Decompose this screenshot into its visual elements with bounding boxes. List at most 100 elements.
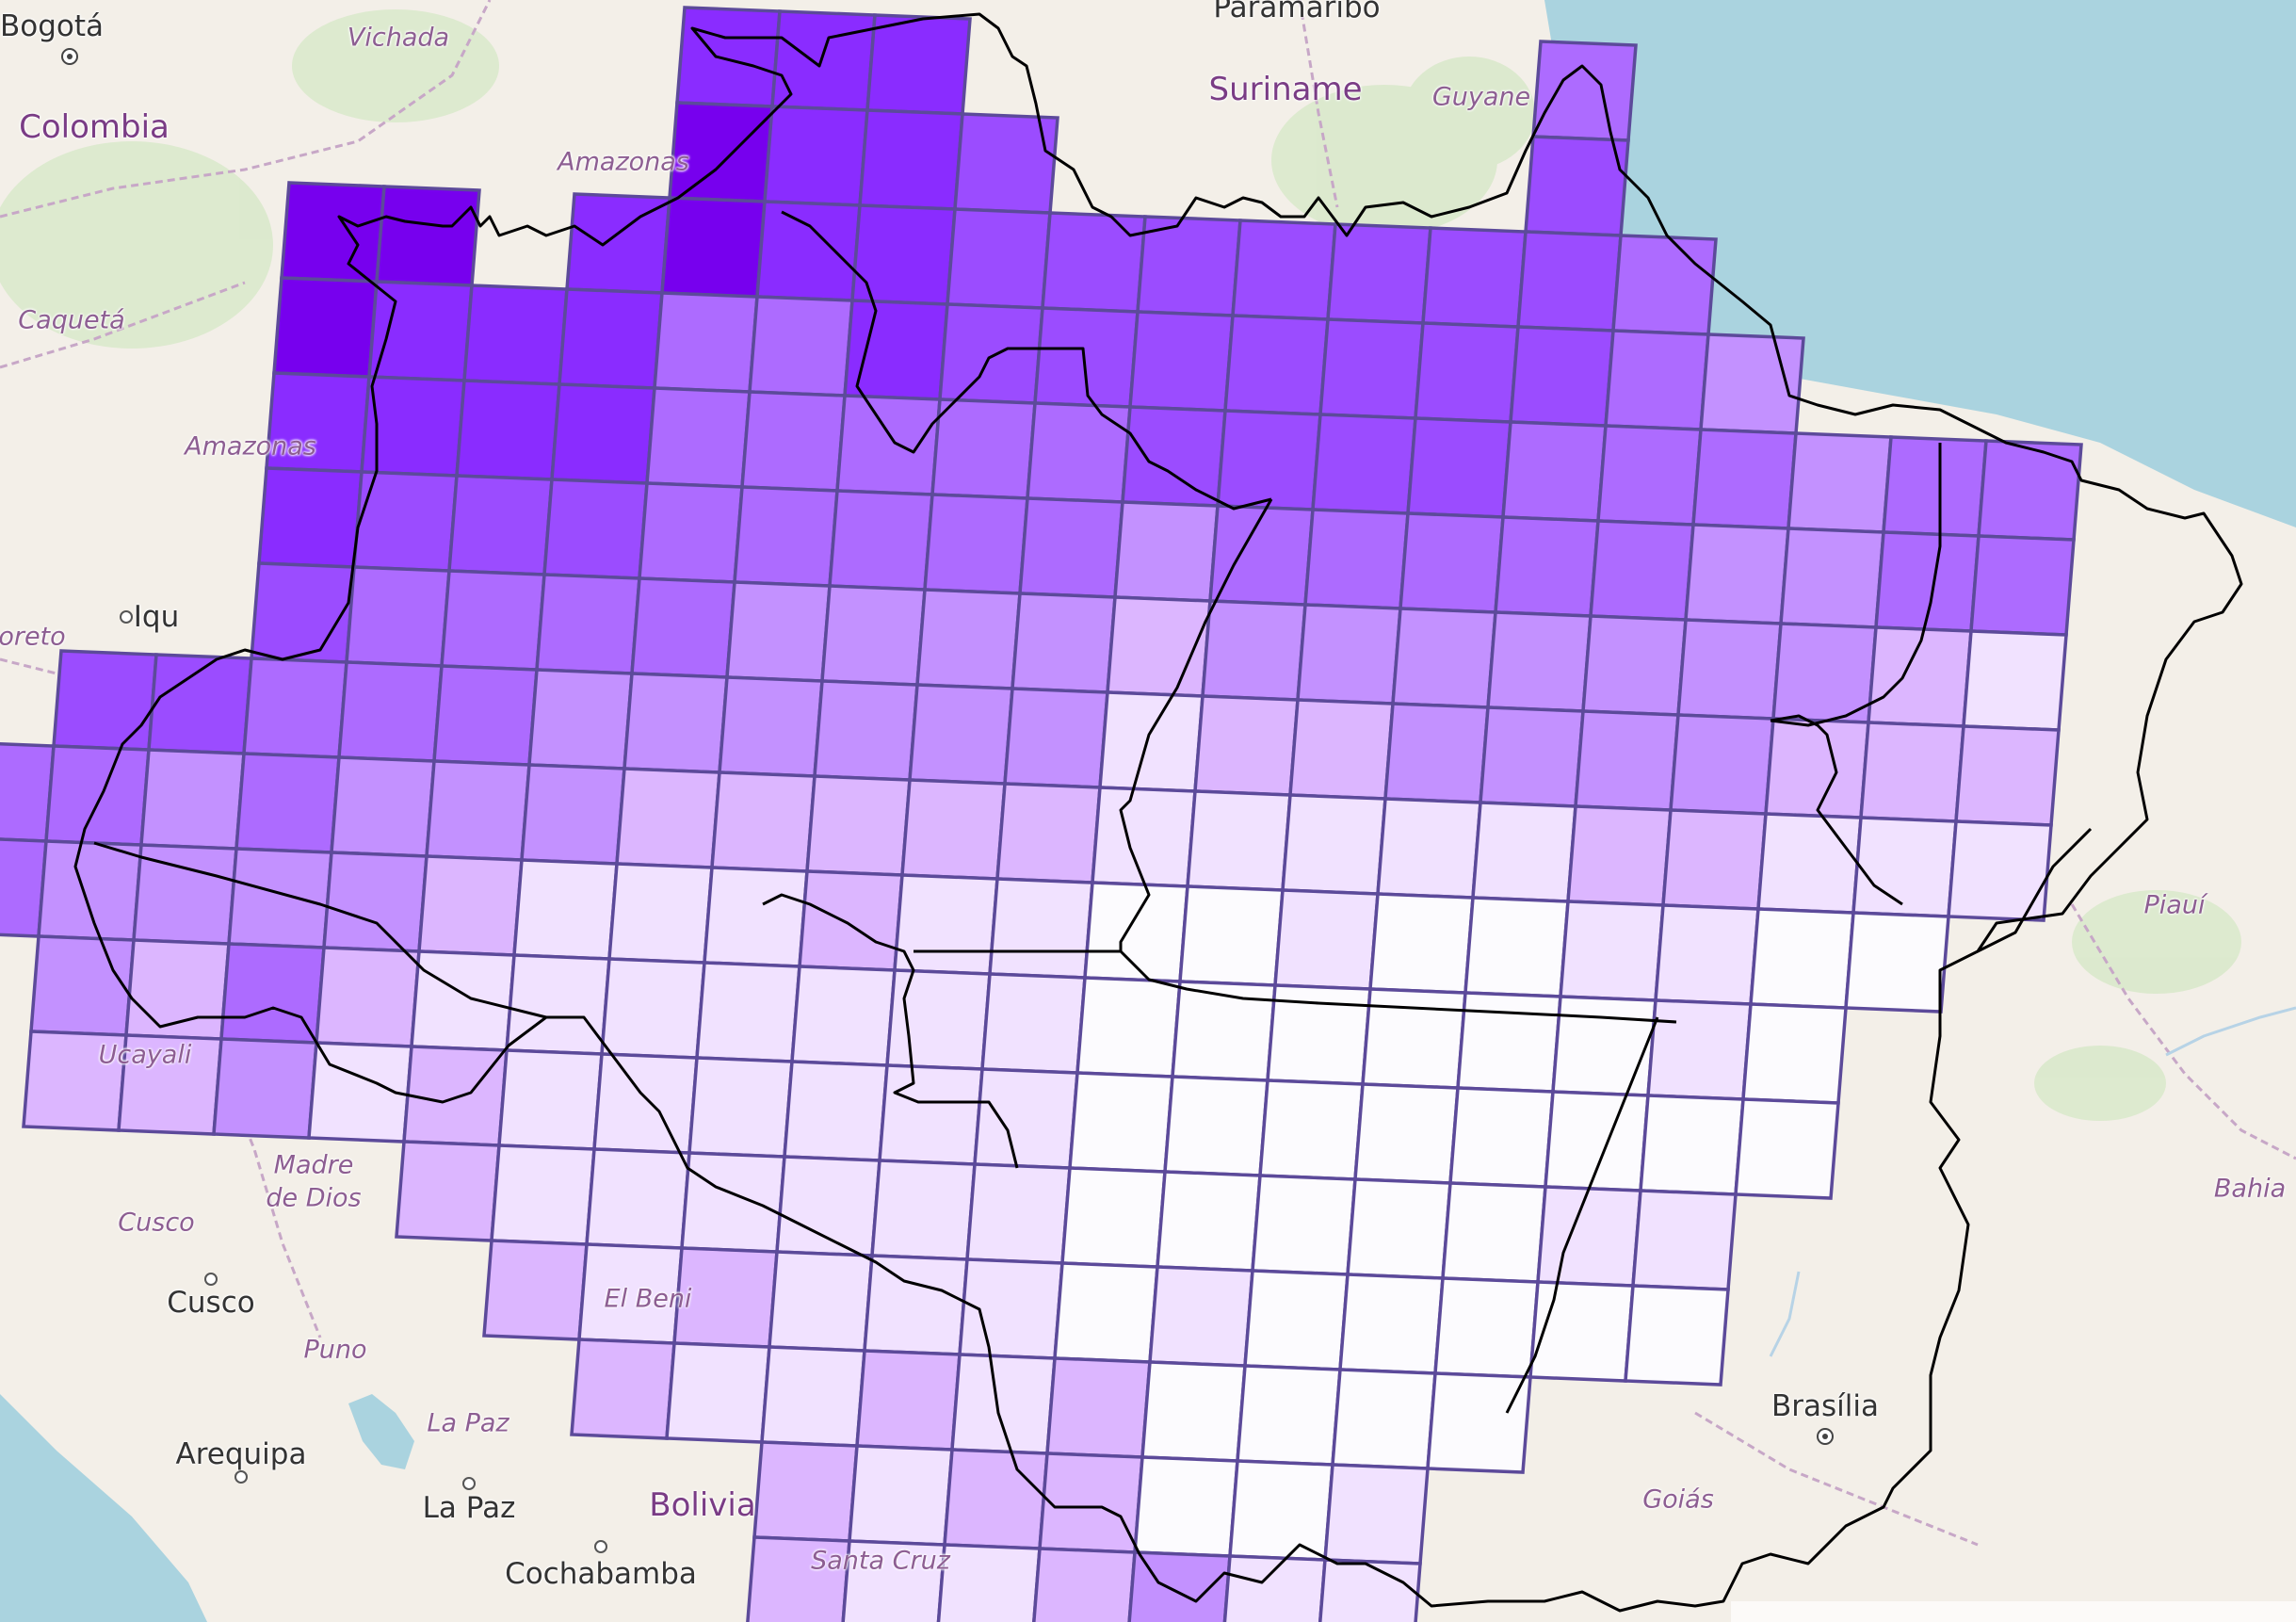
grid-cell-r0-c7[interactable] bbox=[675, 6, 782, 108]
grid-cell-r14-c16[interactable] bbox=[1426, 1371, 1532, 1474]
grid-cell-r8-c12[interactable] bbox=[1091, 786, 1197, 888]
grid-cell-r4-c12[interactable] bbox=[1121, 405, 1227, 508]
grid-cell-r3-c10[interactable] bbox=[938, 302, 1044, 405]
grid-cell-r3-c5[interactable] bbox=[462, 284, 569, 386]
grid-cell-r9-c9[interactable] bbox=[798, 869, 904, 972]
grid-cell-r9-c11[interactable] bbox=[988, 877, 1094, 980]
grid-cell-r2-c7[interactable] bbox=[660, 196, 767, 299]
grid-cell-r15-c10[interactable] bbox=[848, 1444, 954, 1547]
grid-cell-r13-c9[interactable] bbox=[768, 1250, 874, 1353]
grid-cell-r11-c3[interactable] bbox=[212, 1037, 318, 1140]
grid-cell-r10-c1[interactable] bbox=[29, 934, 136, 1037]
grid-cell-r7-c12[interactable] bbox=[1098, 690, 1205, 793]
grid-cell-r10-c8[interactable] bbox=[695, 961, 801, 1063]
grid-cell-r8-c11[interactable] bbox=[995, 782, 1102, 884]
grid-cell-r6-c4[interactable] bbox=[345, 565, 451, 668]
grid-cell-r4-c18[interactable] bbox=[1691, 428, 1798, 530]
grid-cell-r8-c9[interactable] bbox=[805, 774, 912, 877]
grid-cell-r14-c15[interactable] bbox=[1331, 1368, 1437, 1470]
grid-cell-r7-c21[interactable] bbox=[1954, 724, 2061, 827]
grid-cell-r10-c7[interactable] bbox=[600, 957, 706, 1060]
grid-cell-r2-c11[interactable] bbox=[1041, 211, 1147, 314]
grid-cell-r7-c9[interactable] bbox=[813, 679, 919, 782]
grid-cell-r5-c15[interactable] bbox=[1399, 511, 1505, 614]
grid-cell-r11-c12[interactable] bbox=[1068, 1071, 1174, 1174]
grid-cell-r9-c8[interactable] bbox=[703, 866, 809, 968]
grid-cell-r16-c13[interactable] bbox=[1127, 1550, 1232, 1622]
grid-cell-r3-c14[interactable] bbox=[1318, 317, 1425, 420]
grid-cell-r9-c7[interactable] bbox=[607, 862, 714, 965]
grid-cell-r4-c8[interactable] bbox=[740, 390, 847, 493]
grid-cell-r11-c16[interactable] bbox=[1448, 1086, 1555, 1189]
grid-cell-r2-c3[interactable] bbox=[280, 181, 386, 284]
grid-cell-r9-c5[interactable] bbox=[417, 854, 524, 957]
grid-cell-r14-c11[interactable] bbox=[950, 1353, 1057, 1455]
grid-cell-r4-c19[interactable] bbox=[1787, 431, 1893, 534]
grid-cell-r8-c3[interactable] bbox=[234, 752, 341, 854]
grid-cell-r12-c17[interactable] bbox=[1536, 1185, 1642, 1288]
grid-cell-r14-c8[interactable] bbox=[665, 1341, 771, 1444]
grid-cell-r3-c17[interactable] bbox=[1604, 329, 1710, 431]
grid-cell-r13-c14[interactable] bbox=[1243, 1269, 1350, 1371]
grid-cell-r15-c13[interactable] bbox=[1133, 1455, 1239, 1558]
grid-cell-r3-c7[interactable] bbox=[653, 291, 759, 394]
grid-cell-r13-c11[interactable] bbox=[958, 1257, 1064, 1360]
grid-cell-r5-c19[interactable] bbox=[1779, 527, 1885, 629]
grid-cell-r8-c21[interactable] bbox=[1947, 819, 2053, 922]
grid-cell-r5-c5[interactable] bbox=[447, 474, 554, 576]
grid-cell-r8-c1[interactable] bbox=[44, 744, 151, 847]
grid-cell-r15-c11[interactable] bbox=[943, 1448, 1049, 1550]
grid-cell-r9-c17[interactable] bbox=[1559, 900, 1665, 1002]
grid-cell-r3-c18[interactable] bbox=[1699, 333, 1805, 435]
grid-cell-r2-c4[interactable] bbox=[375, 185, 481, 287]
grid-cell-r8-c0[interactable] bbox=[0, 741, 56, 843]
grid-cell-r4-c10[interactable] bbox=[930, 397, 1037, 500]
grid-cell-r4-c14[interactable] bbox=[1311, 413, 1417, 515]
grid-cell-r15-c14[interactable] bbox=[1228, 1459, 1334, 1562]
grid-cell-r12-c11[interactable] bbox=[965, 1162, 1072, 1265]
grid-cell-r3-c3[interactable] bbox=[272, 276, 379, 379]
grid-cell-r12-c16[interactable] bbox=[1441, 1181, 1547, 1284]
grid-cell-r10-c4[interactable] bbox=[315, 946, 421, 1048]
grid-cell-r10-c17[interactable] bbox=[1551, 995, 1657, 1097]
grid-cell-r7-c1[interactable] bbox=[52, 649, 158, 752]
grid-cell-r3-c12[interactable] bbox=[1128, 310, 1235, 413]
grid-cell-r10-c6[interactable] bbox=[505, 953, 611, 1056]
grid-cell-r4-c13[interactable] bbox=[1216, 409, 1322, 511]
grid-cell-r13-c16[interactable] bbox=[1433, 1276, 1540, 1379]
grid-cell-r14-c10[interactable] bbox=[855, 1349, 962, 1452]
grid-cell-r7-c6[interactable] bbox=[527, 668, 634, 770]
grid-cell-r11-c11[interactable] bbox=[973, 1067, 1079, 1170]
grid-cell-r12-c6[interactable] bbox=[490, 1144, 596, 1246]
grid-cell-r11-c18[interactable] bbox=[1639, 1094, 1745, 1196]
grid-cell-r6-c10[interactable] bbox=[915, 588, 1022, 690]
grid-cell-r7-c13[interactable] bbox=[1193, 694, 1300, 797]
grid-cell-r5-c10[interactable] bbox=[923, 493, 1029, 595]
grid-cell-r10-c9[interactable] bbox=[790, 965, 897, 1067]
grid-cell-r6-c18[interactable] bbox=[1676, 618, 1783, 721]
grid-cell-r8-c6[interactable] bbox=[520, 763, 626, 866]
grid-cell-r14-c12[interactable] bbox=[1045, 1356, 1152, 1459]
grid-cell-r0-c16[interactable] bbox=[1531, 40, 1638, 142]
grid-cell-r3-c4[interactable] bbox=[367, 280, 474, 382]
grid-cell-r15-c12[interactable] bbox=[1038, 1452, 1144, 1554]
grid-cell-r13-c15[interactable] bbox=[1338, 1273, 1445, 1375]
grid-cell-r7-c14[interactable] bbox=[1288, 698, 1395, 801]
grid-cell-r8-c16[interactable] bbox=[1471, 801, 1577, 903]
grid-cell-r7-c8[interactable] bbox=[718, 675, 824, 778]
grid-cell-r8-c15[interactable] bbox=[1376, 797, 1482, 900]
grid-cell-r10-c5[interactable] bbox=[410, 949, 516, 1052]
grid-cell-r6-c13[interactable] bbox=[1201, 599, 1307, 702]
grid-cell-r11-c14[interactable] bbox=[1258, 1079, 1365, 1181]
grid-cell-r13-c13[interactable] bbox=[1148, 1265, 1254, 1368]
grid-cell-r7-c3[interactable] bbox=[242, 657, 348, 759]
grid-cell-r10-c15[interactable] bbox=[1361, 987, 1467, 1090]
grid-cell-r11-c19[interactable] bbox=[1734, 1097, 1840, 1200]
grid-cell-r3-c9[interactable] bbox=[843, 299, 949, 401]
grid-cell-r16-c9[interactable] bbox=[746, 1535, 851, 1622]
grid-cell-r8-c19[interactable] bbox=[1756, 812, 1863, 915]
grid-cell-r12-c8[interactable] bbox=[680, 1151, 786, 1254]
grid-cell-r4-c21[interactable] bbox=[1977, 439, 2083, 542]
grid-cell-r9-c19[interactable] bbox=[1749, 907, 1855, 1010]
